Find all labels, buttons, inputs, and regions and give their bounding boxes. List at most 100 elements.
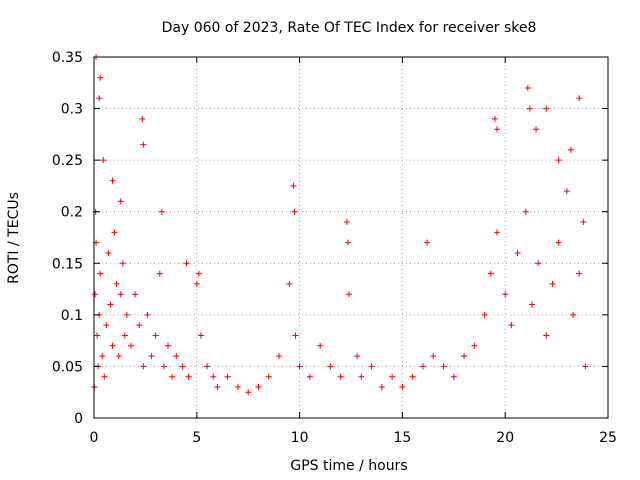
data-point	[430, 353, 437, 360]
data-point	[136, 322, 143, 329]
data-point	[524, 84, 531, 91]
data-point	[368, 363, 375, 370]
data-point	[97, 270, 104, 277]
data-point	[94, 332, 101, 339]
data-point	[140, 363, 147, 370]
data-point	[543, 332, 550, 339]
data-point	[103, 322, 110, 329]
data-point	[193, 280, 200, 287]
data-point	[152, 332, 159, 339]
data-point	[493, 126, 500, 133]
y-tick-label: 0.2	[61, 205, 83, 221]
data-point	[101, 373, 108, 380]
data-point	[570, 311, 577, 318]
data-point	[160, 363, 167, 370]
data-point	[128, 342, 135, 349]
data-point	[502, 291, 509, 298]
data-point	[487, 270, 494, 277]
data-points	[91, 54, 589, 396]
data-point	[224, 373, 231, 380]
data-point	[563, 188, 570, 195]
plot-frame	[93, 56, 609, 419]
data-point	[306, 373, 313, 380]
data-point	[292, 332, 299, 339]
data-point	[291, 208, 298, 215]
data-point	[185, 373, 192, 380]
data-point	[117, 198, 124, 205]
data-point	[317, 342, 324, 349]
data-point	[121, 332, 128, 339]
x-tick-label: 5	[192, 430, 201, 446]
data-point	[409, 373, 416, 380]
data-point	[107, 301, 114, 308]
data-point	[173, 353, 180, 360]
data-point	[343, 219, 350, 226]
data-point	[344, 239, 351, 246]
data-point	[245, 389, 252, 396]
data-point	[493, 229, 500, 236]
data-point	[526, 105, 533, 112]
data-point	[327, 363, 334, 370]
data-point	[117, 291, 124, 298]
data-point	[92, 291, 99, 298]
data-point	[528, 301, 535, 308]
data-point	[115, 353, 122, 360]
data-point	[549, 280, 556, 287]
data-point	[461, 353, 468, 360]
data-point	[99, 353, 106, 360]
data-point	[514, 249, 521, 256]
data-point	[109, 177, 116, 184]
y-tick-label: 0.25	[52, 153, 83, 169]
data-point	[140, 141, 147, 148]
data-point	[358, 373, 365, 380]
data-point	[535, 260, 542, 267]
y-axis-title: ROTI / TECUs	[6, 192, 22, 284]
data-point	[337, 373, 344, 380]
data-point	[296, 363, 303, 370]
data-point	[555, 157, 562, 164]
x-tick-label: 10	[291, 430, 309, 446]
data-point	[139, 115, 146, 122]
data-point	[210, 373, 217, 380]
data-point	[286, 280, 293, 287]
data-point	[576, 95, 583, 102]
data-point	[214, 384, 221, 391]
data-point	[195, 270, 202, 277]
data-point	[113, 280, 120, 287]
data-point	[567, 146, 574, 153]
data-point	[179, 363, 186, 370]
chart-title: Day 060 of 2023, Rate Of TEC Index for r…	[162, 20, 537, 36]
data-point	[290, 182, 297, 189]
data-point	[111, 229, 118, 236]
data-point	[169, 373, 176, 380]
data-point	[276, 353, 283, 360]
data-point	[399, 384, 406, 391]
data-point	[440, 363, 447, 370]
data-point	[105, 249, 112, 256]
x-axis-title: GPS time / hours	[290, 458, 407, 474]
data-point	[555, 239, 562, 246]
data-point	[533, 126, 540, 133]
data-point	[424, 239, 431, 246]
data-point	[158, 208, 165, 215]
data-point	[156, 270, 163, 277]
data-point	[165, 342, 172, 349]
data-point	[119, 260, 126, 267]
data-point	[197, 332, 204, 339]
data-point	[582, 363, 589, 370]
y-tick-label: 0.1	[61, 308, 83, 324]
y-tick-label: 0.05	[52, 359, 83, 375]
data-point	[419, 363, 426, 370]
data-point	[378, 384, 385, 391]
data-point	[576, 270, 583, 277]
data-point	[96, 95, 103, 102]
y-tick-label: 0.3	[61, 102, 83, 118]
data-point	[100, 157, 107, 164]
x-tick-label: 25	[599, 430, 617, 446]
data-point	[345, 291, 352, 298]
data-point	[580, 219, 587, 226]
data-point	[481, 311, 488, 318]
data-point	[543, 105, 550, 112]
data-point	[132, 291, 139, 298]
